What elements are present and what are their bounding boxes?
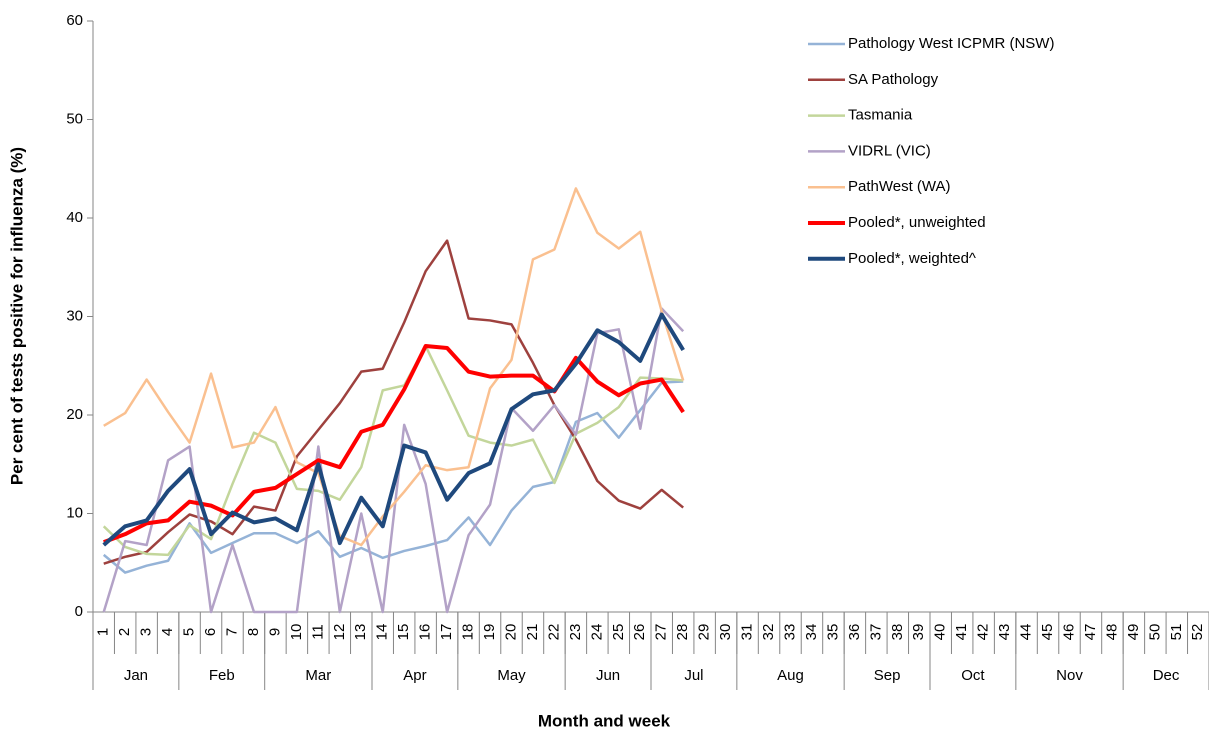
legend-label: Pooled*, unweighted — [848, 214, 986, 231]
x-tick-label: 4 — [159, 628, 176, 636]
series-line — [102, 312, 685, 547]
y-axis-title: Per cent of tests positive for influenza… — [7, 147, 26, 485]
month-label: Feb — [209, 667, 235, 684]
legend-label: Tasmania — [848, 107, 913, 124]
x-tick-label: 34 — [803, 624, 820, 641]
x-tick-label: 43 — [996, 624, 1013, 641]
month-label: Dec — [1153, 667, 1180, 684]
x-tick-label: 46 — [1060, 624, 1077, 641]
y-tick-label: 60 — [66, 12, 83, 29]
series-line — [103, 187, 685, 547]
x-tick-label: 19 — [481, 624, 498, 641]
x-tick-label: 23 — [567, 624, 584, 641]
x-tick-label: 3 — [138, 628, 155, 636]
x-tick-label: 35 — [824, 624, 841, 641]
month-label: Nov — [1056, 667, 1083, 684]
x-tick-label: 32 — [760, 624, 777, 641]
month-label: Sep — [874, 667, 901, 684]
x-tick-label: 18 — [460, 624, 477, 641]
month-label: Aug — [777, 667, 804, 684]
x-tick-label: 30 — [717, 624, 734, 641]
x-tick-label: 1 — [95, 628, 112, 636]
x-tick-label: 10 — [288, 624, 305, 641]
legend-label: PathWest (WA) — [848, 178, 951, 195]
x-tick-label: 17 — [438, 624, 455, 641]
x-tick-label: 50 — [1146, 624, 1163, 641]
x-tick-label: 45 — [1039, 624, 1056, 641]
x-tick-label: 42 — [975, 624, 992, 641]
x-tick-label: 6 — [202, 628, 219, 636]
legend-label: SA Pathology — [848, 71, 939, 88]
x-tick-label: 7 — [223, 628, 240, 636]
x-tick-label: 36 — [846, 624, 863, 641]
x-tick-label: 33 — [781, 624, 798, 641]
x-tick-label: 8 — [245, 628, 262, 636]
x-tick-label: 37 — [867, 624, 884, 641]
x-tick-label: 25 — [610, 624, 627, 641]
y-tick-label: 40 — [66, 209, 83, 226]
month-label: Jan — [124, 667, 148, 684]
x-tick-label: 26 — [631, 624, 648, 641]
legend-label: VIDRL (VIC) — [848, 142, 931, 159]
x-tick-label: 21 — [524, 624, 541, 641]
y-tick-label: 50 — [66, 110, 83, 127]
x-tick-label: 12 — [331, 624, 348, 641]
x-axis-title: Month and week — [538, 711, 671, 730]
x-tick-label: 48 — [1103, 624, 1120, 641]
x-tick-label: 13 — [352, 624, 369, 641]
x-tick-label: 38 — [889, 624, 906, 641]
legend-label: Pathology West ICPMR (NSW) — [848, 35, 1054, 52]
x-tick-label: 24 — [588, 624, 605, 641]
x-tick-label: 11 — [309, 624, 326, 640]
x-tick-label: 31 — [739, 624, 756, 641]
y-tick-label: 30 — [66, 307, 83, 324]
legend-label: Pooled*, weighted^ — [848, 250, 976, 267]
x-tick-label: 28 — [674, 624, 691, 641]
x-tick-label: 14 — [374, 624, 391, 641]
x-tick-label: 49 — [1125, 624, 1142, 641]
x-tick-label: 16 — [417, 624, 434, 641]
month-label: Jun — [596, 667, 620, 684]
x-tick-label: 2 — [116, 628, 133, 636]
x-tick-label: 29 — [696, 624, 713, 641]
x-tick-label: 39 — [910, 624, 927, 641]
month-label: Mar — [305, 667, 331, 684]
x-tick-label: 27 — [653, 624, 670, 641]
series-line — [103, 239, 684, 565]
x-tick-label: 5 — [181, 628, 198, 636]
month-label: Apr — [403, 667, 426, 684]
x-tick-label: 15 — [395, 624, 412, 641]
month-label: Jul — [684, 667, 703, 684]
x-tick-label: 44 — [1018, 624, 1035, 641]
x-tick-label: 20 — [502, 624, 519, 641]
x-tick-label: 22 — [545, 624, 562, 641]
month-label: May — [497, 667, 526, 684]
y-tick-label: 20 — [66, 406, 83, 423]
x-tick-label: 40 — [932, 624, 949, 641]
x-tick-label: 9 — [266, 628, 283, 636]
month-label: Oct — [961, 667, 985, 684]
x-tick-label: 52 — [1189, 624, 1206, 641]
y-tick-label: 10 — [66, 504, 83, 521]
series-line — [102, 307, 685, 614]
x-tick-label: 47 — [1082, 624, 1099, 641]
x-tick-label: 41 — [953, 624, 970, 641]
x-tick-label: 51 — [1168, 624, 1185, 641]
y-tick-label: 0 — [75, 603, 83, 620]
